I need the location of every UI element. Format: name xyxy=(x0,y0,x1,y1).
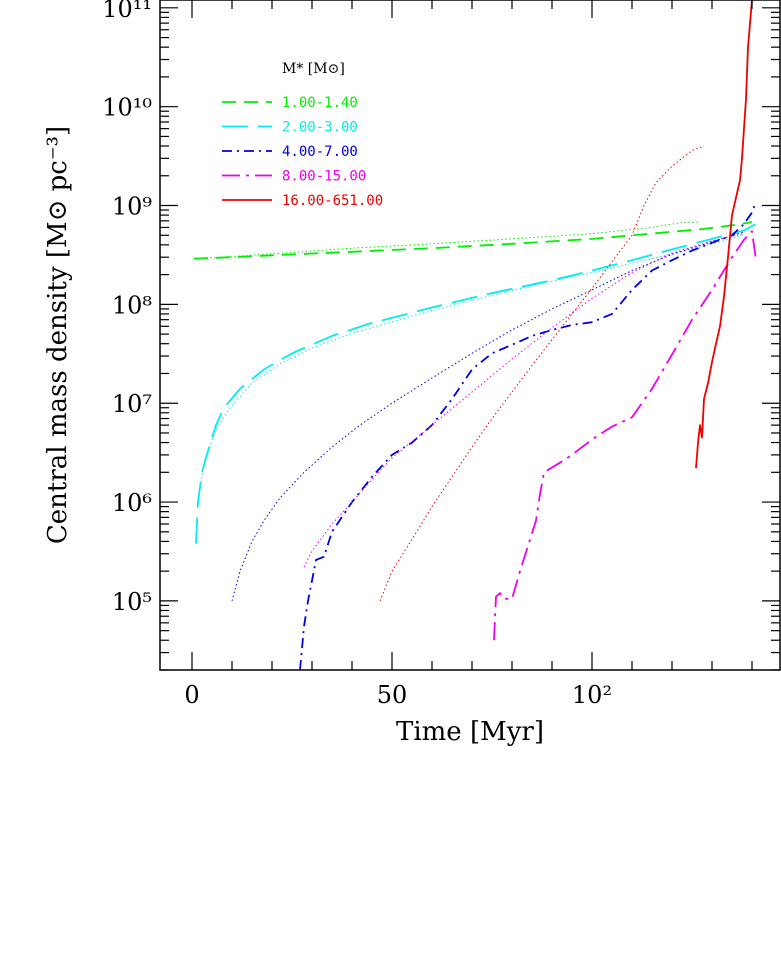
y-tick-label: 10⁹ xyxy=(112,193,153,221)
y-tick-label: 10¹⁰ xyxy=(102,94,152,122)
legend-label-0: 1.00-1.40 xyxy=(282,95,358,111)
series-line-0 xyxy=(193,221,753,260)
plot-area xyxy=(193,0,757,670)
legend-label-3: 8.00-15.00 xyxy=(282,169,366,185)
legend-title: M* [M⊙] xyxy=(282,61,345,77)
series-line-5 xyxy=(299,201,757,670)
y-tick-label: 10⁶ xyxy=(112,489,152,517)
series-line-3 xyxy=(197,234,745,503)
series-line-4 xyxy=(231,231,745,602)
x-tick-labels: 0 50 10² xyxy=(184,681,612,709)
series-line-2 xyxy=(195,223,757,544)
series-line-7 xyxy=(493,230,757,641)
legend-label-4: 16.00-651.00 xyxy=(282,193,383,209)
series-line-8 xyxy=(379,145,705,602)
legend-label-2: 4.00-7.00 xyxy=(282,144,358,160)
x-axis-title: Time [Myr] xyxy=(396,717,544,747)
x-tick-label: 0 xyxy=(184,681,199,709)
x-tick-label: 10² xyxy=(572,681,612,709)
legend-label-1: 2.00-3.00 xyxy=(282,120,358,136)
x-tick-label: 50 xyxy=(377,681,408,709)
y-tick-label: 10⁸ xyxy=(112,291,152,319)
series-line-6 xyxy=(303,233,745,568)
series-line-9 xyxy=(695,0,753,469)
y-tick-labels: 10⁵ 10⁶ 10⁷ 10⁸ 10⁹ 10¹⁰ 10¹¹ xyxy=(102,0,152,616)
plot-frame xyxy=(159,0,781,671)
y-axis-title: Central mass density [M⊙ pc⁻³] xyxy=(43,126,73,544)
axis-ticks xyxy=(160,0,780,671)
series-line-1 xyxy=(193,221,701,260)
y-tick-label: 10⁵ xyxy=(112,588,152,616)
y-tick-label: 10⁷ xyxy=(112,390,152,418)
y-tick-label: 10¹¹ xyxy=(102,0,152,23)
legend: M* [M⊙] 1.00-1.40 2.00-3.00 4.00-7.00 8.00-… xyxy=(222,61,383,209)
